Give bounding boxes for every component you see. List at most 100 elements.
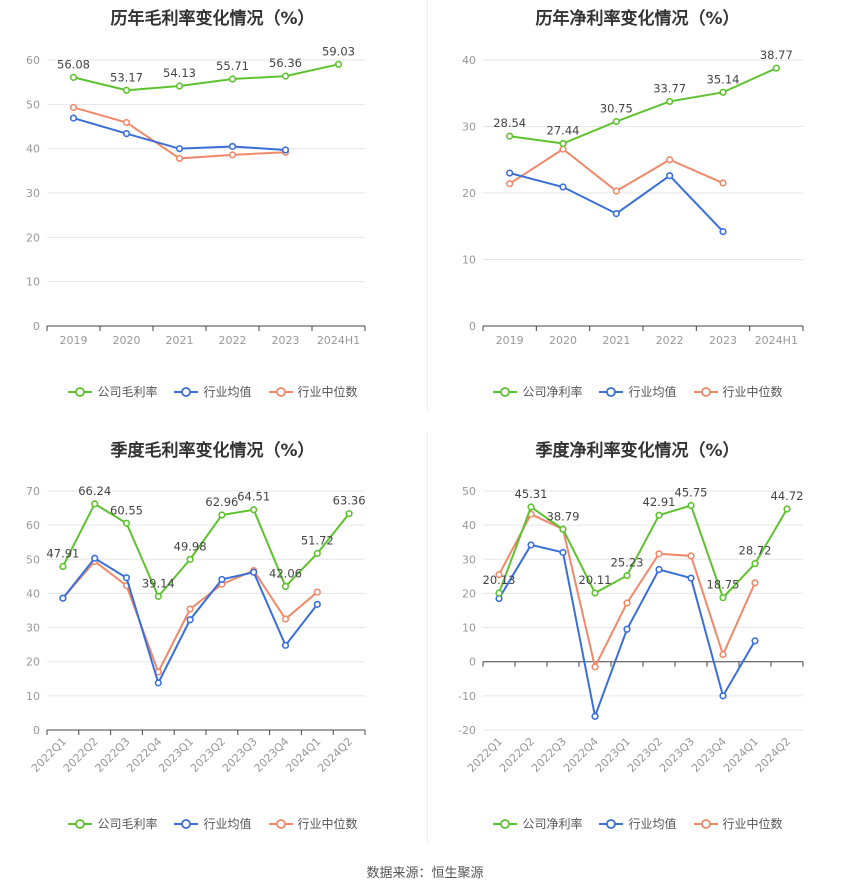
data-point-company[interactable] [345,510,353,518]
y-tick-label: 50 [26,98,40,111]
data-point-median[interactable] [281,615,290,623]
data-point-company[interactable] [559,139,567,148]
data-point-median[interactable] [591,663,599,671]
legend-item-median[interactable]: 行业中位数 [693,815,783,832]
data-point-company[interactable] [623,571,631,580]
data-point-company[interactable] [591,589,599,597]
data-point-median[interactable] [228,151,237,159]
data-point-avg[interactable] [527,541,535,549]
data-point-avg[interactable] [91,554,99,562]
data-point-company[interactable] [313,549,321,558]
data-point-company[interactable] [527,503,535,511]
data-point-company[interactable] [218,511,226,519]
data-point-median[interactable] [313,588,321,596]
data-point-median[interactable] [751,579,759,587]
legend-item-avg[interactable]: 行业均值 [598,815,677,832]
data-point-avg[interactable] [559,548,567,557]
data-point-company[interactable] [495,589,503,597]
legend-item-company[interactable]: 公司毛利率 [67,383,157,400]
data-point-avg[interactable] [623,625,631,633]
data-point-company[interactable] [751,560,759,568]
data-point-median[interactable] [495,571,503,579]
data-point-avg[interactable] [655,565,663,574]
data-point-median[interactable] [719,179,727,187]
data-point-company[interactable] [687,501,695,510]
data-point-median[interactable] [69,103,78,112]
data-point-company[interactable] [559,525,567,533]
legend-item-median[interactable]: 行业中位数 [693,383,783,400]
data-point-company[interactable] [91,500,99,508]
legend-item-median[interactable]: 行业中位数 [268,383,358,400]
chart-legend[interactable]: 公司净利率 行业均值 行业中位数 [425,815,850,833]
data-point-median[interactable] [612,187,620,195]
data-point-avg[interactable] [228,142,237,151]
data-point-avg[interactable] [719,227,727,236]
data-point-avg[interactable] [495,594,503,603]
data-point-avg[interactable] [186,616,194,624]
x-tick-label: 2024Q2 [315,735,355,775]
data-point-company[interactable] [281,72,290,80]
legend-item-median[interactable]: 行业中位数 [268,815,358,832]
legend-item-company[interactable]: 公司毛利率 [67,815,157,832]
legend-item-avg[interactable]: 行业均值 [173,383,252,400]
data-point-median[interactable] [506,180,514,188]
legend-item-company[interactable]: 公司净利率 [492,815,582,832]
data-point-median[interactable] [719,650,727,659]
data-point-avg[interactable] [281,146,290,154]
data-point-median[interactable] [666,156,674,164]
data-point-median[interactable] [687,552,695,560]
data-point-company[interactable] [506,132,514,140]
data-point-median[interactable] [122,118,131,127]
data-point-median[interactable] [175,154,184,163]
data-point-avg[interactable] [175,145,184,153]
legend-label: 行业均值 [628,817,677,831]
data-point-avg[interactable] [559,183,567,191]
data-point-company[interactable] [719,594,727,602]
data-point-company[interactable] [655,511,663,519]
data-point-company[interactable] [250,506,258,514]
data-point-company[interactable] [175,82,184,90]
data-point-avg[interactable] [59,594,67,602]
data-point-avg[interactable] [666,172,674,180]
data-point-company[interactable] [719,88,727,96]
data-point-avg[interactable] [506,169,514,177]
data-point-company[interactable] [783,505,791,513]
data-point-avg[interactable] [687,574,695,582]
data-point-company[interactable] [612,117,620,126]
data-point-median[interactable] [655,550,663,558]
data-point-avg[interactable] [281,641,290,649]
data-point-company[interactable] [186,555,194,563]
legend-item-company[interactable]: 公司净利率 [492,383,582,400]
legend-item-avg[interactable]: 行业均值 [598,383,677,400]
data-point-median[interactable] [559,145,567,153]
data-point-company[interactable] [228,75,237,83]
data-point-company[interactable] [772,64,780,72]
data-point-median[interactable] [186,605,194,613]
chart-legend[interactable]: 公司毛利率 行业均值 行业中位数 [0,383,425,401]
legend-item-avg[interactable]: 行业均值 [173,815,252,832]
chart-legend[interactable]: 公司净利率 行业均值 行业中位数 [425,383,850,401]
data-point-company[interactable] [122,519,131,527]
legend-label: 行业均值 [203,385,252,399]
data-point-median[interactable] [623,599,631,607]
data-point-avg[interactable] [313,600,321,608]
data-point-avg[interactable] [250,568,258,576]
data-point-avg[interactable] [122,129,131,138]
data-point-company[interactable] [59,562,67,571]
data-point-avg[interactable] [218,575,226,584]
data-point-avg[interactable] [122,574,131,582]
data-point-avg[interactable] [751,637,759,645]
data-point-avg[interactable] [69,114,78,122]
data-point-avg[interactable] [154,679,162,687]
data-point-company[interactable] [154,592,162,600]
data-point-company[interactable] [666,97,674,106]
data-point-company[interactable] [69,73,78,81]
data-point-company[interactable] [122,86,131,94]
chart-legend[interactable]: 公司毛利率 行业均值 行业中位数 [0,815,425,833]
data-point-avg[interactable] [719,692,727,700]
data-point-avg[interactable] [591,712,599,720]
data-point-company[interactable] [281,582,290,590]
chart-quarterly-gross: 季度毛利率变化情况（%） 0 10 20 30 40 50 60 70 2022Q1 2022Q2… [0,432,425,862]
data-point-company[interactable] [334,60,343,68]
data-point-avg[interactable] [612,210,620,218]
